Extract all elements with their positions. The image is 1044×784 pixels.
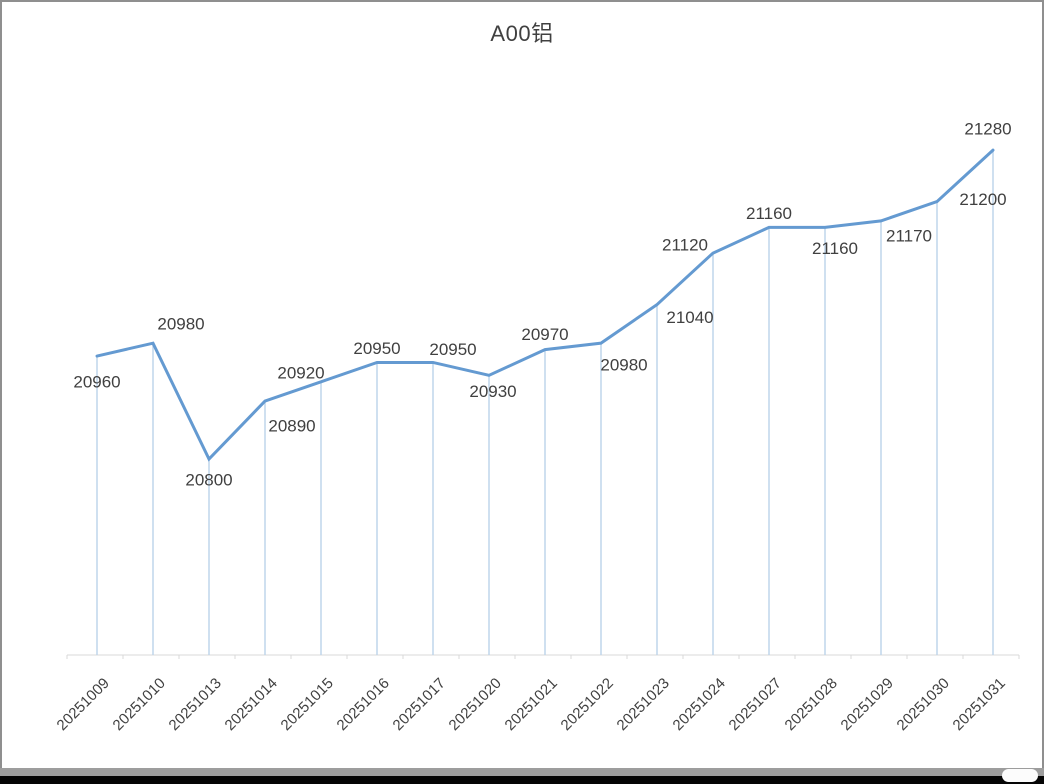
x-axis-label: 20251031 — [950, 675, 1009, 734]
data-label: 20950 — [353, 339, 400, 358]
data-label: 20930 — [469, 382, 516, 401]
horizontal-scrollbar-track[interactable] — [0, 768, 1044, 776]
x-axis-label: 20251015 — [278, 675, 337, 734]
data-label: 20920 — [277, 363, 324, 382]
data-label: 21120 — [662, 236, 708, 255]
data-label: 21160 — [746, 204, 792, 223]
x-axis-label: 20251022 — [558, 675, 617, 734]
x-axis-label: 20251020 — [446, 675, 505, 734]
data-label: 21200 — [959, 190, 1006, 209]
window-bottom-edge — [0, 776, 1044, 784]
data-label: 20890 — [268, 417, 315, 436]
chart-title: A00铝 — [490, 21, 554, 46]
x-axis-label: 20251021 — [502, 675, 561, 734]
data-label: 21040 — [666, 308, 713, 327]
x-axis-label: 20251017 — [390, 675, 449, 734]
data-label: 21170 — [886, 226, 932, 245]
scrollbar-corner-chip — [1002, 769, 1038, 782]
x-axis-label: 20251024 — [670, 675, 729, 734]
data-label: 20970 — [521, 325, 568, 344]
data-label: 21280 — [964, 120, 1011, 139]
price-line — [95, 148, 995, 462]
data-label: 20950 — [429, 340, 476, 359]
data-label: 20960 — [73, 373, 120, 392]
x-axis-label: 20251009 — [54, 675, 113, 734]
data-label: 20800 — [185, 471, 232, 490]
line-chart: 20960 20980 20800 20890 20920 20950 20950 20930… — [54, 120, 1020, 734]
x-axis-label: 20251030 — [894, 675, 953, 734]
x-axis-label: 20251013 — [166, 675, 225, 734]
data-label: 20980 — [600, 356, 647, 375]
x-axis-label: 20251023 — [614, 675, 673, 734]
x-axis-label: 20251016 — [334, 675, 393, 734]
x-axis-label: 20251027 — [726, 675, 785, 734]
x-axis-label: 20251029 — [838, 675, 897, 734]
x-axis-label: 20251010 — [110, 675, 169, 734]
data-label: 20980 — [157, 315, 204, 334]
x-axis-label: 20251014 — [222, 675, 281, 734]
data-label: 21160 — [812, 239, 858, 258]
chart-page: A00铝 20960 20980 20800 20890 20920 20950 20950… — [0, 0, 1044, 768]
x-axis-label: 20251028 — [782, 675, 841, 734]
